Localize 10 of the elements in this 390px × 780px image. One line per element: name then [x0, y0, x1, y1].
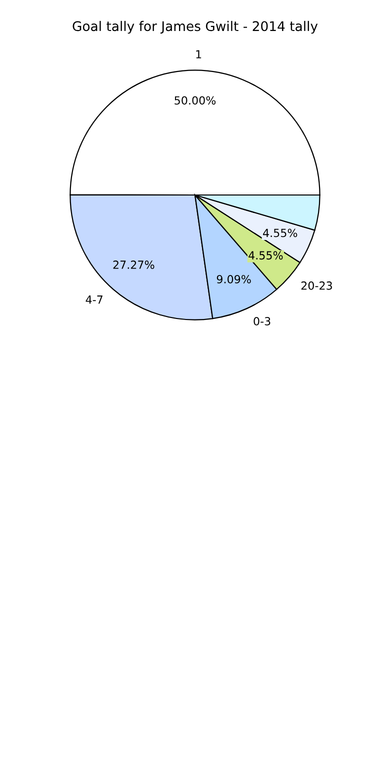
slice-label: 4-7 [86, 296, 102, 304]
data-label: 4.55% [248, 251, 283, 260]
chart-title: Goal tally for James Gwilt - 2014 tally [72, 20, 318, 34]
slice-label: 0-3 [254, 317, 270, 326]
slice-label: 1 [196, 50, 202, 58]
data-label: 9.09% [216, 274, 251, 284]
slice-label: 20-23 [301, 281, 332, 290]
data-label: 27.27% [113, 260, 154, 269]
data-label: 4.55% [263, 228, 298, 238]
data-label: 50.00% [174, 96, 216, 105]
